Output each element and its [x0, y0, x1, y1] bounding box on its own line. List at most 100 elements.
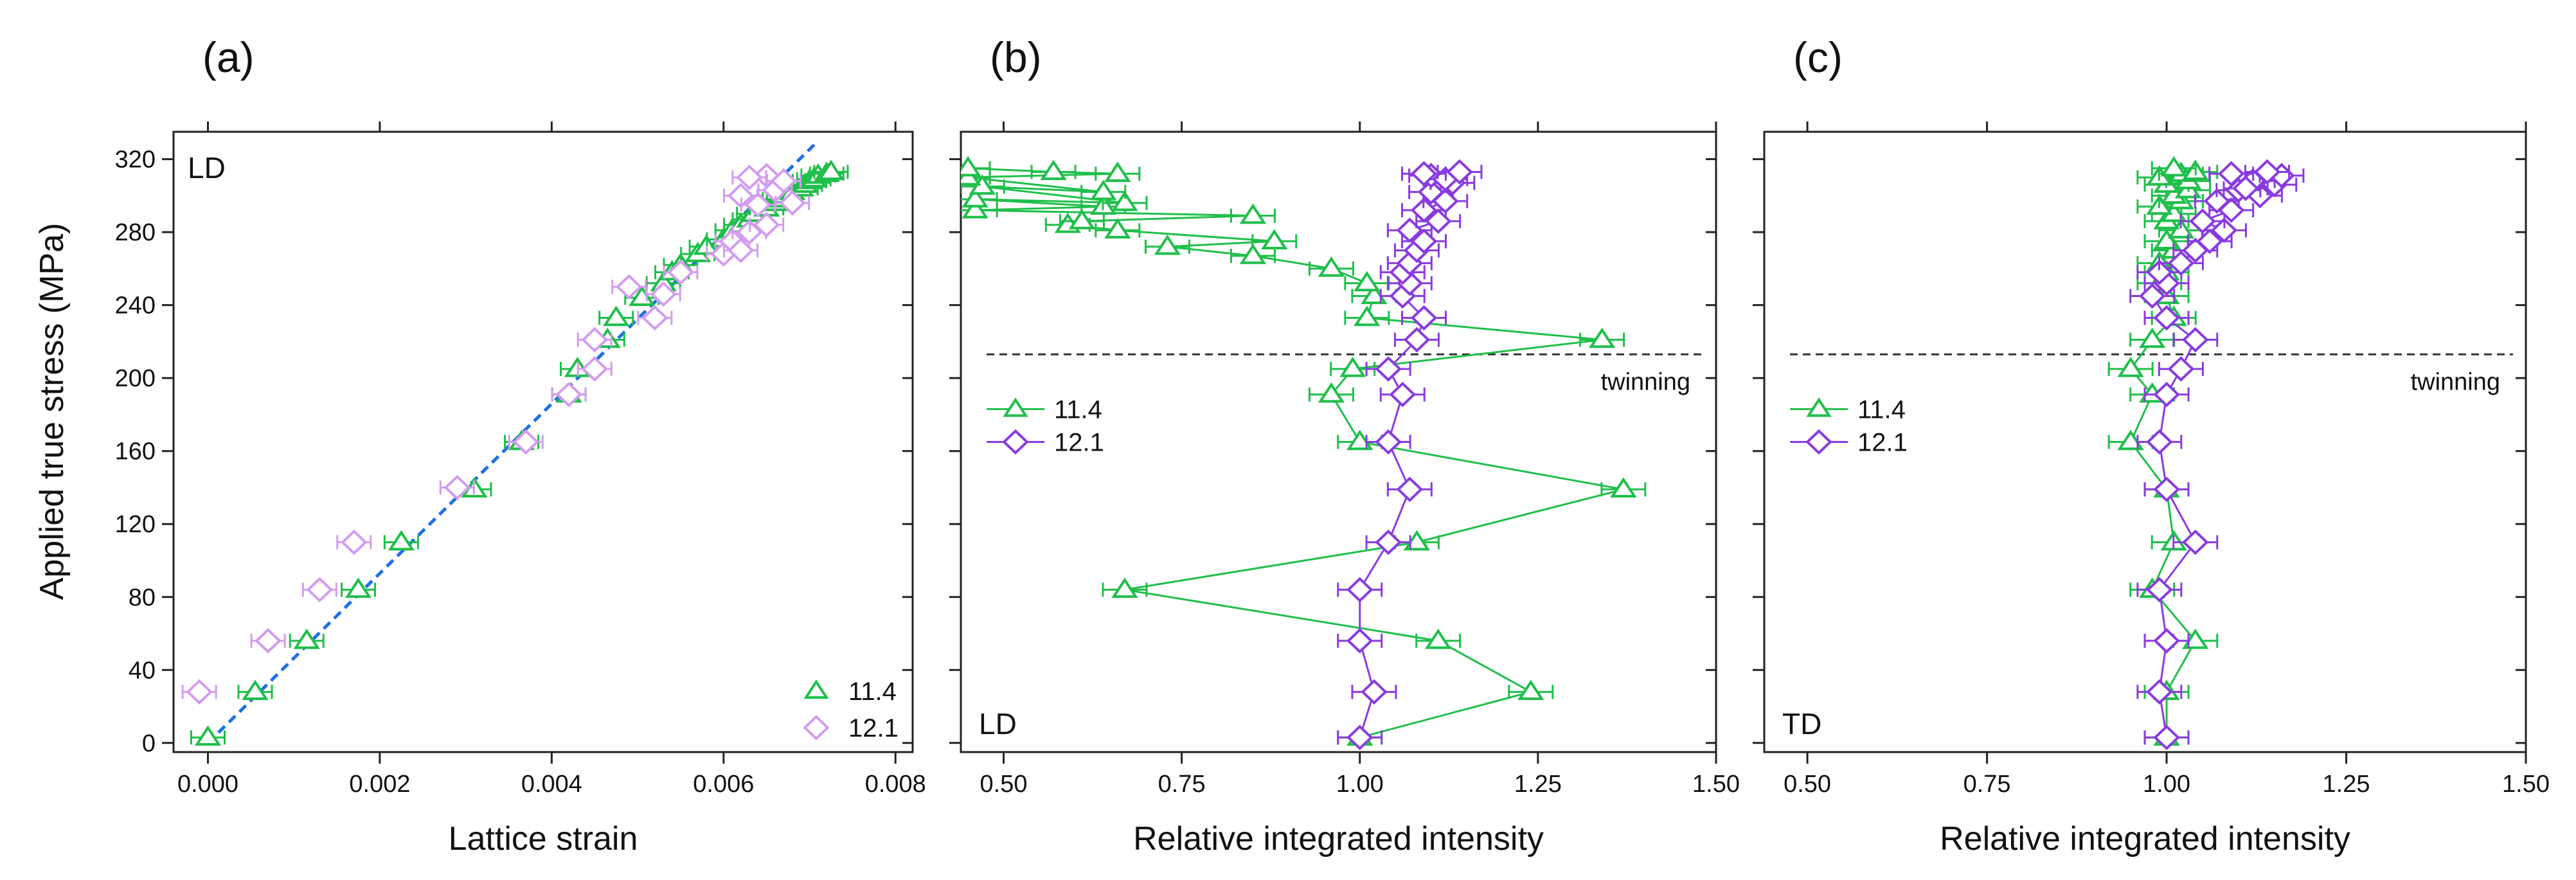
- data-point: [2146, 577, 2173, 603]
- data-point: [753, 211, 780, 238]
- data-point: [2217, 161, 2245, 187]
- data-point: [2146, 259, 2173, 285]
- legend-marker: [803, 715, 830, 741]
- x-tick-label: 0.50: [1784, 771, 1831, 798]
- data-point: [2189, 208, 2216, 234]
- data-point: [1361, 679, 1388, 705]
- panel-b-data: [961, 156, 1703, 751]
- data-point: [1446, 159, 1473, 185]
- panel-c-legend: 11.4 12.1: [1790, 395, 1908, 457]
- legend-label: 12.1: [1857, 429, 1908, 457]
- panel-a-data: [181, 139, 849, 746]
- y-tick-label: 200: [115, 365, 156, 392]
- panel-b-x-axis-title: Relative integrated intensity: [1133, 820, 1544, 858]
- x-tick-label: 1.25: [2323, 771, 2370, 798]
- data-point: [1410, 161, 1438, 187]
- x-tick-label: 0.004: [521, 771, 582, 798]
- x-tick-label: 0.75: [1963, 771, 2011, 798]
- legend-label: 12.1: [1054, 429, 1104, 457]
- x-tick-label: 0.75: [1158, 771, 1206, 798]
- panel-c-frame: [1763, 130, 2527, 753]
- data-point: [255, 628, 282, 654]
- legend-marker: [1806, 397, 1832, 417]
- data-point: [1318, 382, 1345, 403]
- data-point: [555, 381, 582, 408]
- panel-c-corner-label: TD: [1782, 707, 1821, 741]
- data-point: [641, 305, 668, 331]
- panel-c-data: [1790, 156, 2513, 751]
- data-point: [736, 219, 763, 245]
- data-point: [2196, 228, 2223, 255]
- data-point: [2182, 628, 2209, 649]
- x-tick-label: 0.50: [980, 771, 1028, 798]
- y-tick-label: 320: [115, 147, 156, 174]
- data-point: [2138, 283, 2166, 309]
- data-point: [1403, 327, 1431, 353]
- data-point: [1375, 356, 1402, 382]
- data-point: [1104, 161, 1131, 182]
- data-point: [667, 259, 694, 285]
- y-tick-label: 280: [115, 219, 156, 246]
- data-point: [736, 165, 763, 190]
- legend-marker: [1002, 429, 1029, 455]
- twinning-label: twinning: [2411, 368, 2500, 395]
- data-point: [1588, 327, 1616, 348]
- legend-label: 11.4: [1857, 395, 1906, 424]
- data-point: [961, 156, 981, 177]
- x-tick-label: 0.000: [177, 771, 238, 798]
- x-tick-label: 1.00: [1336, 771, 1384, 798]
- data-point: [962, 198, 988, 219]
- data-point: [650, 281, 677, 307]
- x-tick-label: 0.002: [349, 771, 410, 798]
- legend-marker: [1805, 429, 1832, 455]
- legend-label: 11.4: [848, 678, 897, 706]
- legend-marker: [803, 679, 829, 699]
- data-point: [2160, 156, 2187, 177]
- panel-b-frame: [960, 130, 1717, 753]
- series-12-1: [1337, 159, 1483, 751]
- y-tick-label: 160: [115, 438, 156, 465]
- data-point: [186, 679, 213, 705]
- data-point: [1354, 271, 1381, 292]
- data-point: [1346, 429, 1373, 451]
- data-point: [1389, 381, 1417, 408]
- data-point: [1239, 244, 1267, 264]
- data-point: [581, 356, 608, 382]
- data-point: [1361, 283, 1388, 305]
- data-point: [770, 168, 798, 194]
- data-point: [1090, 179, 1117, 201]
- panel-c-label: (c): [1793, 33, 1843, 81]
- data-point: [1068, 209, 1096, 229]
- data-point: [2232, 175, 2259, 201]
- panel-a-label: (a): [202, 33, 255, 81]
- x-tick-label: 0.006: [693, 771, 754, 798]
- data-point: [1396, 476, 1424, 503]
- data-point: [1111, 190, 1138, 211]
- x-tick-label: 1.25: [1514, 771, 1562, 798]
- data-point: [1239, 203, 1267, 224]
- data-point: [1375, 529, 1402, 555]
- panel-a-x-axis-title: Lattice strain: [449, 820, 638, 858]
- data-point: [2167, 356, 2195, 382]
- data-point: [1410, 197, 1438, 223]
- data-point: [2138, 327, 2166, 348]
- data-point: [1354, 305, 1381, 327]
- data-point: [1610, 477, 1637, 498]
- y-tick-label: 40: [129, 657, 156, 684]
- data-point: [1417, 179, 1445, 205]
- data-point: [443, 474, 471, 501]
- data-point: [2210, 217, 2238, 244]
- data-point: [512, 429, 540, 455]
- x-tick-label: 1.00: [2143, 771, 2190, 798]
- data-point: [1154, 234, 1181, 255]
- panel-a-corner-label: LD: [188, 151, 226, 184]
- series-12-1: [2129, 159, 2305, 751]
- panel-b: (b) 0.50 0.75 1.00 1.25 1.50 Relative integrat…: [949, 33, 1740, 858]
- data-point: [2153, 628, 2180, 654]
- twinning-label: twinning: [1601, 368, 1690, 395]
- y-tick-label: 120: [115, 511, 156, 538]
- data-point: [602, 305, 630, 327]
- data-point: [2153, 381, 2180, 408]
- data-point: [1104, 218, 1131, 238]
- data-point: [2153, 724, 2180, 751]
